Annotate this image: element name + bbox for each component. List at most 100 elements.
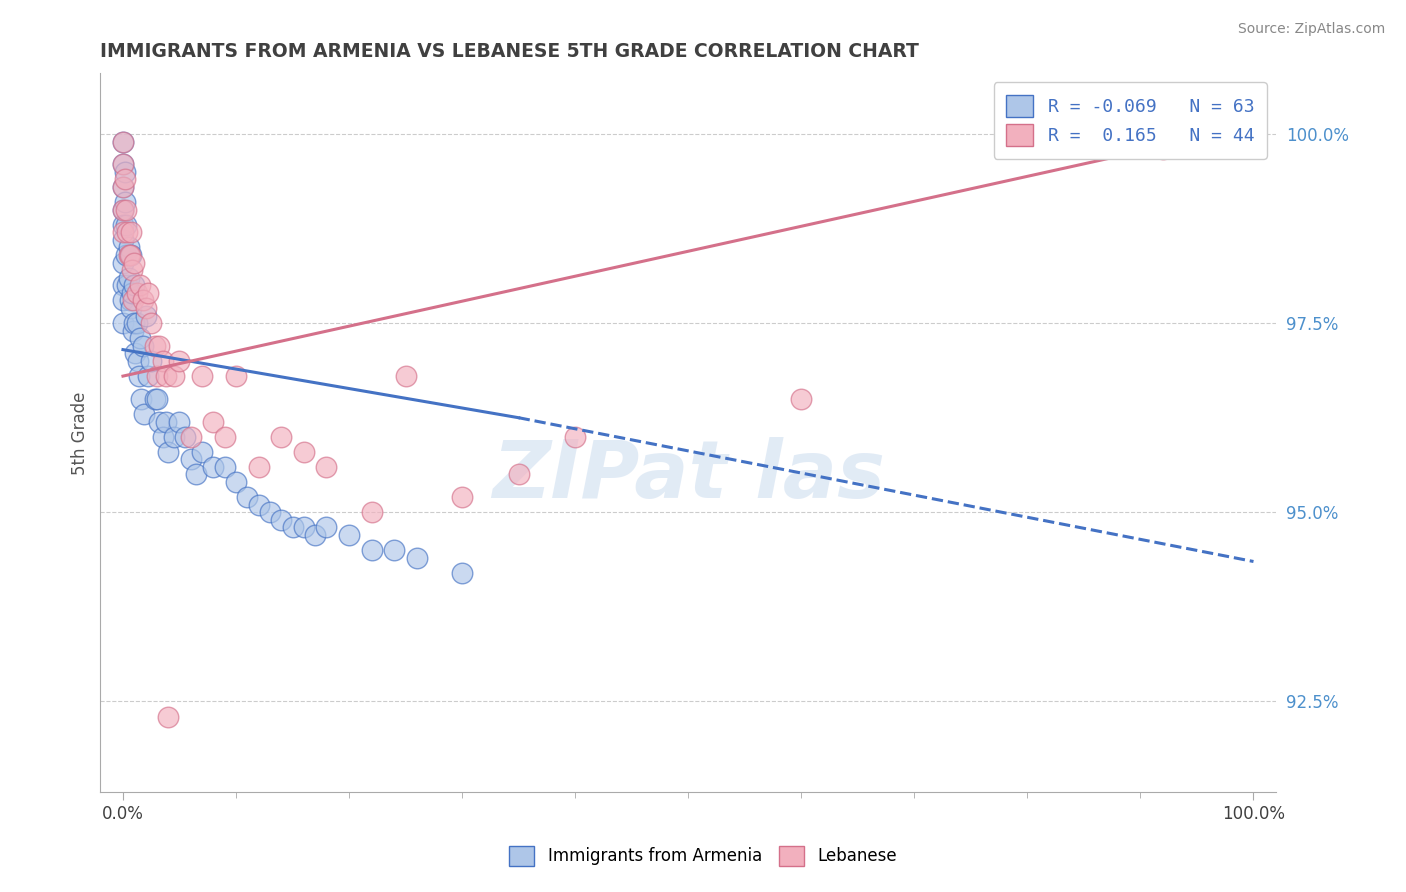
Point <box>451 566 474 580</box>
Point <box>143 339 166 353</box>
Point <box>169 354 191 368</box>
Y-axis label: 5th Grade: 5th Grade <box>72 392 89 475</box>
Point <box>128 369 150 384</box>
Point <box>132 339 155 353</box>
Point <box>270 430 292 444</box>
Point <box>111 218 134 232</box>
Point <box>111 157 134 171</box>
Point <box>292 520 315 534</box>
Point <box>152 430 174 444</box>
Point <box>191 369 214 384</box>
Point <box>121 263 143 277</box>
Point <box>120 225 142 239</box>
Point <box>304 528 326 542</box>
Point <box>111 157 134 171</box>
Point <box>292 444 315 458</box>
Point <box>281 520 304 534</box>
Point <box>143 392 166 406</box>
Point <box>157 709 180 723</box>
Point <box>132 293 155 308</box>
Point <box>214 459 236 474</box>
Legend: R = -0.069   N = 63, R =  0.165   N = 44: R = -0.069 N = 63, R = 0.165 N = 44 <box>994 82 1267 159</box>
Point <box>214 430 236 444</box>
Point <box>157 444 180 458</box>
Point <box>117 248 139 262</box>
Point <box>117 278 139 293</box>
Point <box>111 135 134 149</box>
Point <box>148 339 170 353</box>
Point <box>247 498 270 512</box>
Point <box>122 324 145 338</box>
Point <box>236 490 259 504</box>
Point <box>180 452 202 467</box>
Point <box>790 392 813 406</box>
Point <box>111 316 134 330</box>
Point <box>180 430 202 444</box>
Point <box>135 309 157 323</box>
Point <box>111 225 134 239</box>
Point <box>122 293 145 308</box>
Point <box>148 415 170 429</box>
Point <box>125 285 148 300</box>
Point <box>117 240 139 254</box>
Point <box>120 248 142 262</box>
Point <box>270 513 292 527</box>
Point <box>337 528 360 542</box>
Point <box>117 270 139 285</box>
Point <box>163 430 186 444</box>
Text: ZIPat las: ZIPat las <box>492 437 884 515</box>
Point <box>114 172 136 186</box>
Point <box>111 233 134 247</box>
Point <box>111 202 134 217</box>
Point <box>125 316 148 330</box>
Point <box>564 430 586 444</box>
Point <box>115 218 138 232</box>
Point <box>225 369 247 384</box>
Point <box>186 467 208 482</box>
Point <box>174 430 197 444</box>
Point <box>111 255 134 269</box>
Point <box>115 248 138 262</box>
Point <box>191 444 214 458</box>
Point <box>111 180 134 194</box>
Text: IMMIGRANTS FROM ARMENIA VS LEBANESE 5TH GRADE CORRELATION CHART: IMMIGRANTS FROM ARMENIA VS LEBANESE 5TH … <box>100 42 920 61</box>
Point <box>360 505 382 519</box>
Point <box>129 392 152 406</box>
Point <box>135 301 157 315</box>
Point <box>129 331 152 345</box>
Point <box>163 369 186 384</box>
Point <box>202 459 225 474</box>
Point <box>394 369 416 384</box>
Point <box>114 165 136 179</box>
Point <box>115 202 138 217</box>
Point <box>1152 142 1174 156</box>
Point <box>406 550 429 565</box>
Point <box>155 369 177 384</box>
Point <box>315 459 337 474</box>
Point <box>111 202 134 217</box>
Point <box>146 369 169 384</box>
Point <box>451 490 474 504</box>
Point <box>155 415 177 429</box>
Point <box>121 285 143 300</box>
Point <box>111 293 134 308</box>
Point <box>127 354 149 368</box>
Point <box>508 467 530 482</box>
Point <box>382 543 405 558</box>
Point <box>360 543 382 558</box>
Point <box>118 293 141 308</box>
Point <box>117 225 139 239</box>
Point <box>315 520 337 534</box>
Point <box>146 392 169 406</box>
Point <box>136 285 159 300</box>
Point <box>111 278 134 293</box>
Point <box>118 248 141 262</box>
Point <box>111 180 134 194</box>
Point <box>202 415 225 429</box>
Point <box>122 316 145 330</box>
Point <box>111 135 134 149</box>
Text: Source: ZipAtlas.com: Source: ZipAtlas.com <box>1237 22 1385 37</box>
Point <box>141 354 163 368</box>
Legend: Immigrants from Armenia, Lebanese: Immigrants from Armenia, Lebanese <box>496 832 910 880</box>
Point <box>134 407 156 421</box>
